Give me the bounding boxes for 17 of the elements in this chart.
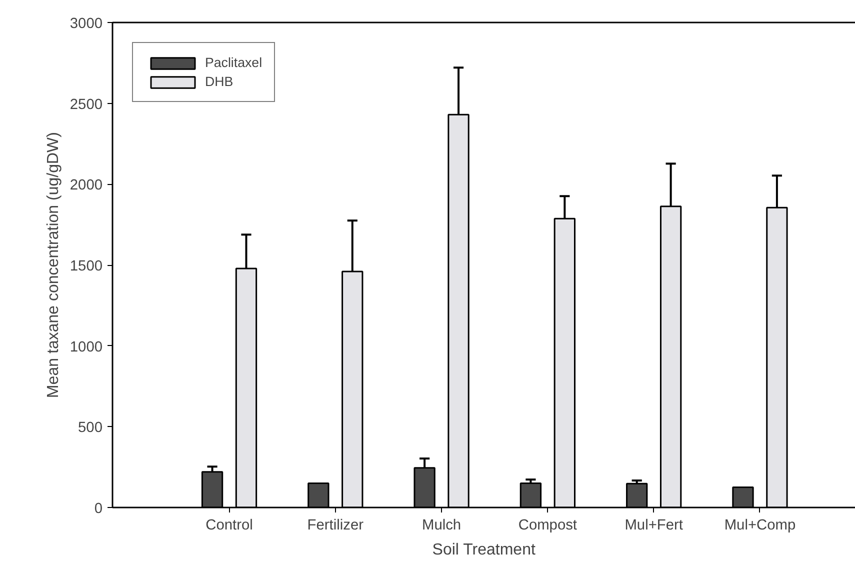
y-tick-label: 2500 — [70, 96, 103, 113]
x-tick-label: Fertilizer — [307, 518, 364, 534]
legend-label: Paclitaxel — [205, 55, 262, 70]
y-tick-label: 1500 — [70, 258, 103, 274]
y-tick-label: 0 — [94, 501, 103, 517]
y-tick-label: 500 — [78, 420, 103, 436]
legend-label: DHB — [205, 74, 234, 89]
x-tick-label: Mulch — [422, 518, 462, 534]
x-tick-label: Compost — [518, 518, 578, 534]
x-axis-title: Soil Treatment — [432, 542, 536, 558]
y-axis-title: Mean taxane concentration (ug/gDW) — [44, 132, 62, 398]
x-tick-label: Mul+Comp — [724, 518, 796, 534]
x-tick-label: Control — [206, 518, 253, 534]
y-tick-label: 1000 — [70, 339, 103, 356]
x-tick-label: Mul+Fert — [624, 518, 683, 534]
y-tick-label: 3000 — [70, 16, 103, 32]
y-tick-label: 2000 — [70, 178, 103, 194]
